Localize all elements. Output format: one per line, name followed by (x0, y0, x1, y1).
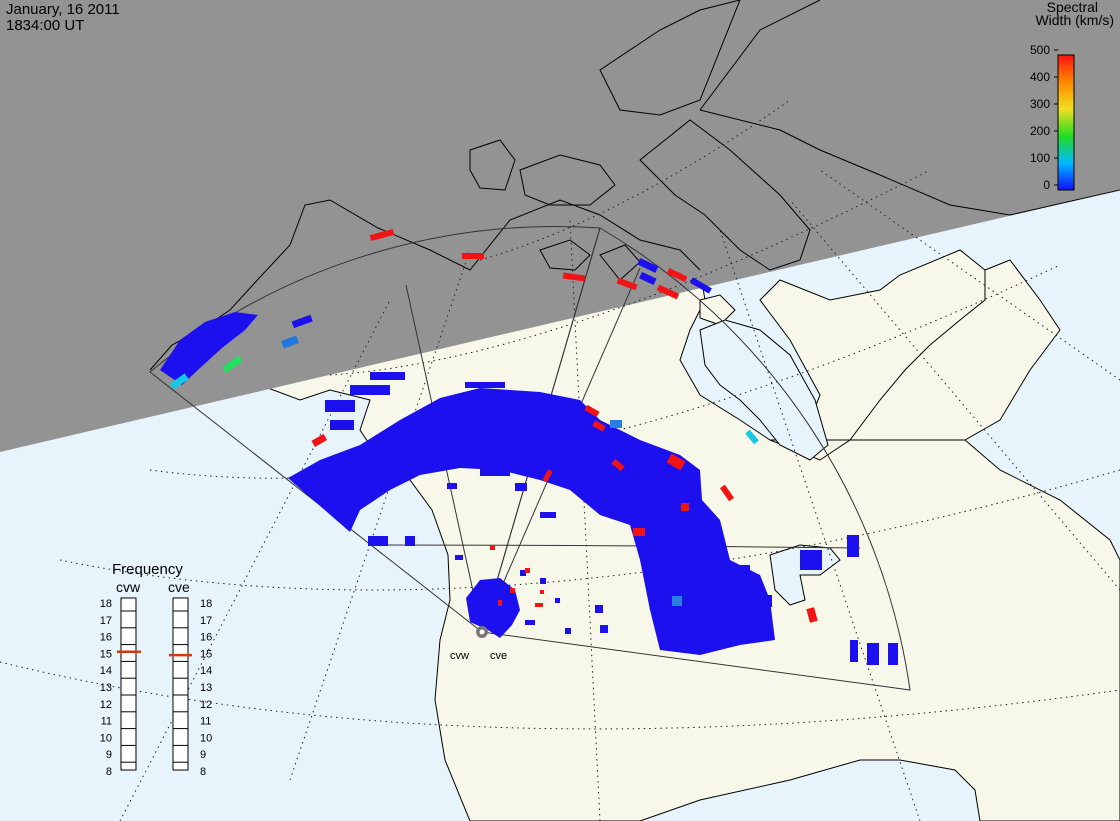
frequency-tick-label-right: 14 (200, 665, 212, 677)
frequency-tick-label-left: 17 (100, 615, 112, 627)
frequency-title: Frequency (112, 561, 183, 578)
frequency-tick-label-left: 15 (100, 648, 112, 660)
frequency-tick-label-left: 10 (100, 732, 112, 744)
frequency-tick-label-left: 18 (100, 598, 112, 610)
southampton-island (699, 294, 736, 326)
frequency-tick-label-left: 12 (100, 699, 112, 711)
frequency-tick-label-right: 12 (200, 699, 212, 711)
colorbar-tick-label: 400 (1030, 70, 1050, 84)
frequency-tick-label-left: 9 (106, 749, 112, 761)
frequency-panel: Frequency cvw cve 18 17 16 15 14 13 12 11 10 9 8 1… (100, 561, 213, 778)
echo-night-west (160, 258, 712, 606)
colorbar-tick-label: 500 (1030, 43, 1050, 57)
frequency-tick-label-left: 8 (106, 766, 112, 778)
frequency-tick-label-right: 15 (200, 648, 212, 660)
frequency-tick-label-left: 13 (100, 682, 112, 694)
frequency-tick-label-right: 18 (200, 598, 212, 610)
time-label: 1834:00 UT (6, 17, 85, 34)
colorbar-title-line1: Spectral (1046, 0, 1098, 15)
frequency-tick-label-left: 14 (100, 665, 112, 677)
cve-fov-boundary (481, 227, 911, 691)
date-label: January, 16 2011 (6, 1, 120, 18)
frequency-tick-label-left: 16 (100, 632, 112, 644)
radar-site-marker (476, 626, 488, 638)
colorbar-tick-label: 200 (1030, 124, 1050, 138)
colorbar-tick-label: 300 (1030, 97, 1050, 111)
cve-site-label: cve (490, 650, 507, 662)
frequency-tick-label-right: 10 (200, 732, 212, 744)
cvw-frequency-scale (120, 597, 137, 771)
cve-frequency-scale (172, 597, 189, 771)
colorbar-tick-label: 100 (1030, 151, 1050, 165)
cve-frequency-label: cve (168, 579, 190, 595)
frequency-tick-label-right: 16 (200, 632, 212, 644)
frequency-tick-label-right: 11 (200, 716, 211, 728)
echo-high-width (311, 228, 818, 623)
night-coastlines (149, 0, 1120, 371)
radar-echoes (160, 228, 898, 665)
frequency-tick-label-right: 13 (200, 682, 212, 694)
cvw-site-label: cvw (450, 650, 469, 662)
cvw-frequency-label: cvw (116, 579, 141, 595)
spectral-width-colorbar: 0 100 200 300 400 500 (1030, 43, 1075, 192)
frequency-tick-label-left: 11 (101, 716, 112, 728)
geographic-grid (0, 99, 1120, 821)
colorbar-title-line2: Width (km/s) (1035, 12, 1114, 28)
colorbar-tick-label: 0 (1043, 178, 1050, 192)
echo-band-west (288, 372, 898, 665)
echo-mid-colors (169, 355, 759, 445)
great-lakes (769, 544, 841, 606)
colorbar-gradient (1057, 54, 1075, 191)
frequency-tick-label-right: 17 (200, 615, 212, 627)
frequency-tick-label-right: 9 (200, 749, 206, 761)
frequency-tick-label-right: 8 (200, 766, 206, 778)
hudson-bay (699, 319, 829, 461)
echo-near-radar (455, 555, 535, 638)
